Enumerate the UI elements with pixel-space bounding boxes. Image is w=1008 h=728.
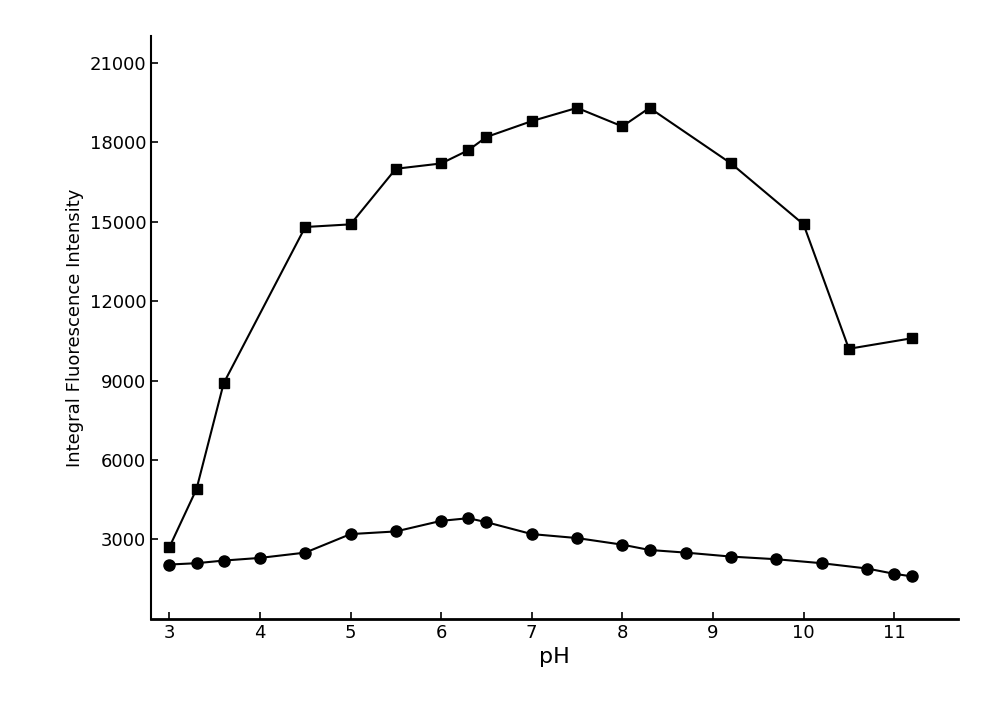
X-axis label: pH: pH	[539, 647, 570, 668]
Y-axis label: Integral Fluorescence Intensity: Integral Fluorescence Intensity	[67, 189, 84, 467]
